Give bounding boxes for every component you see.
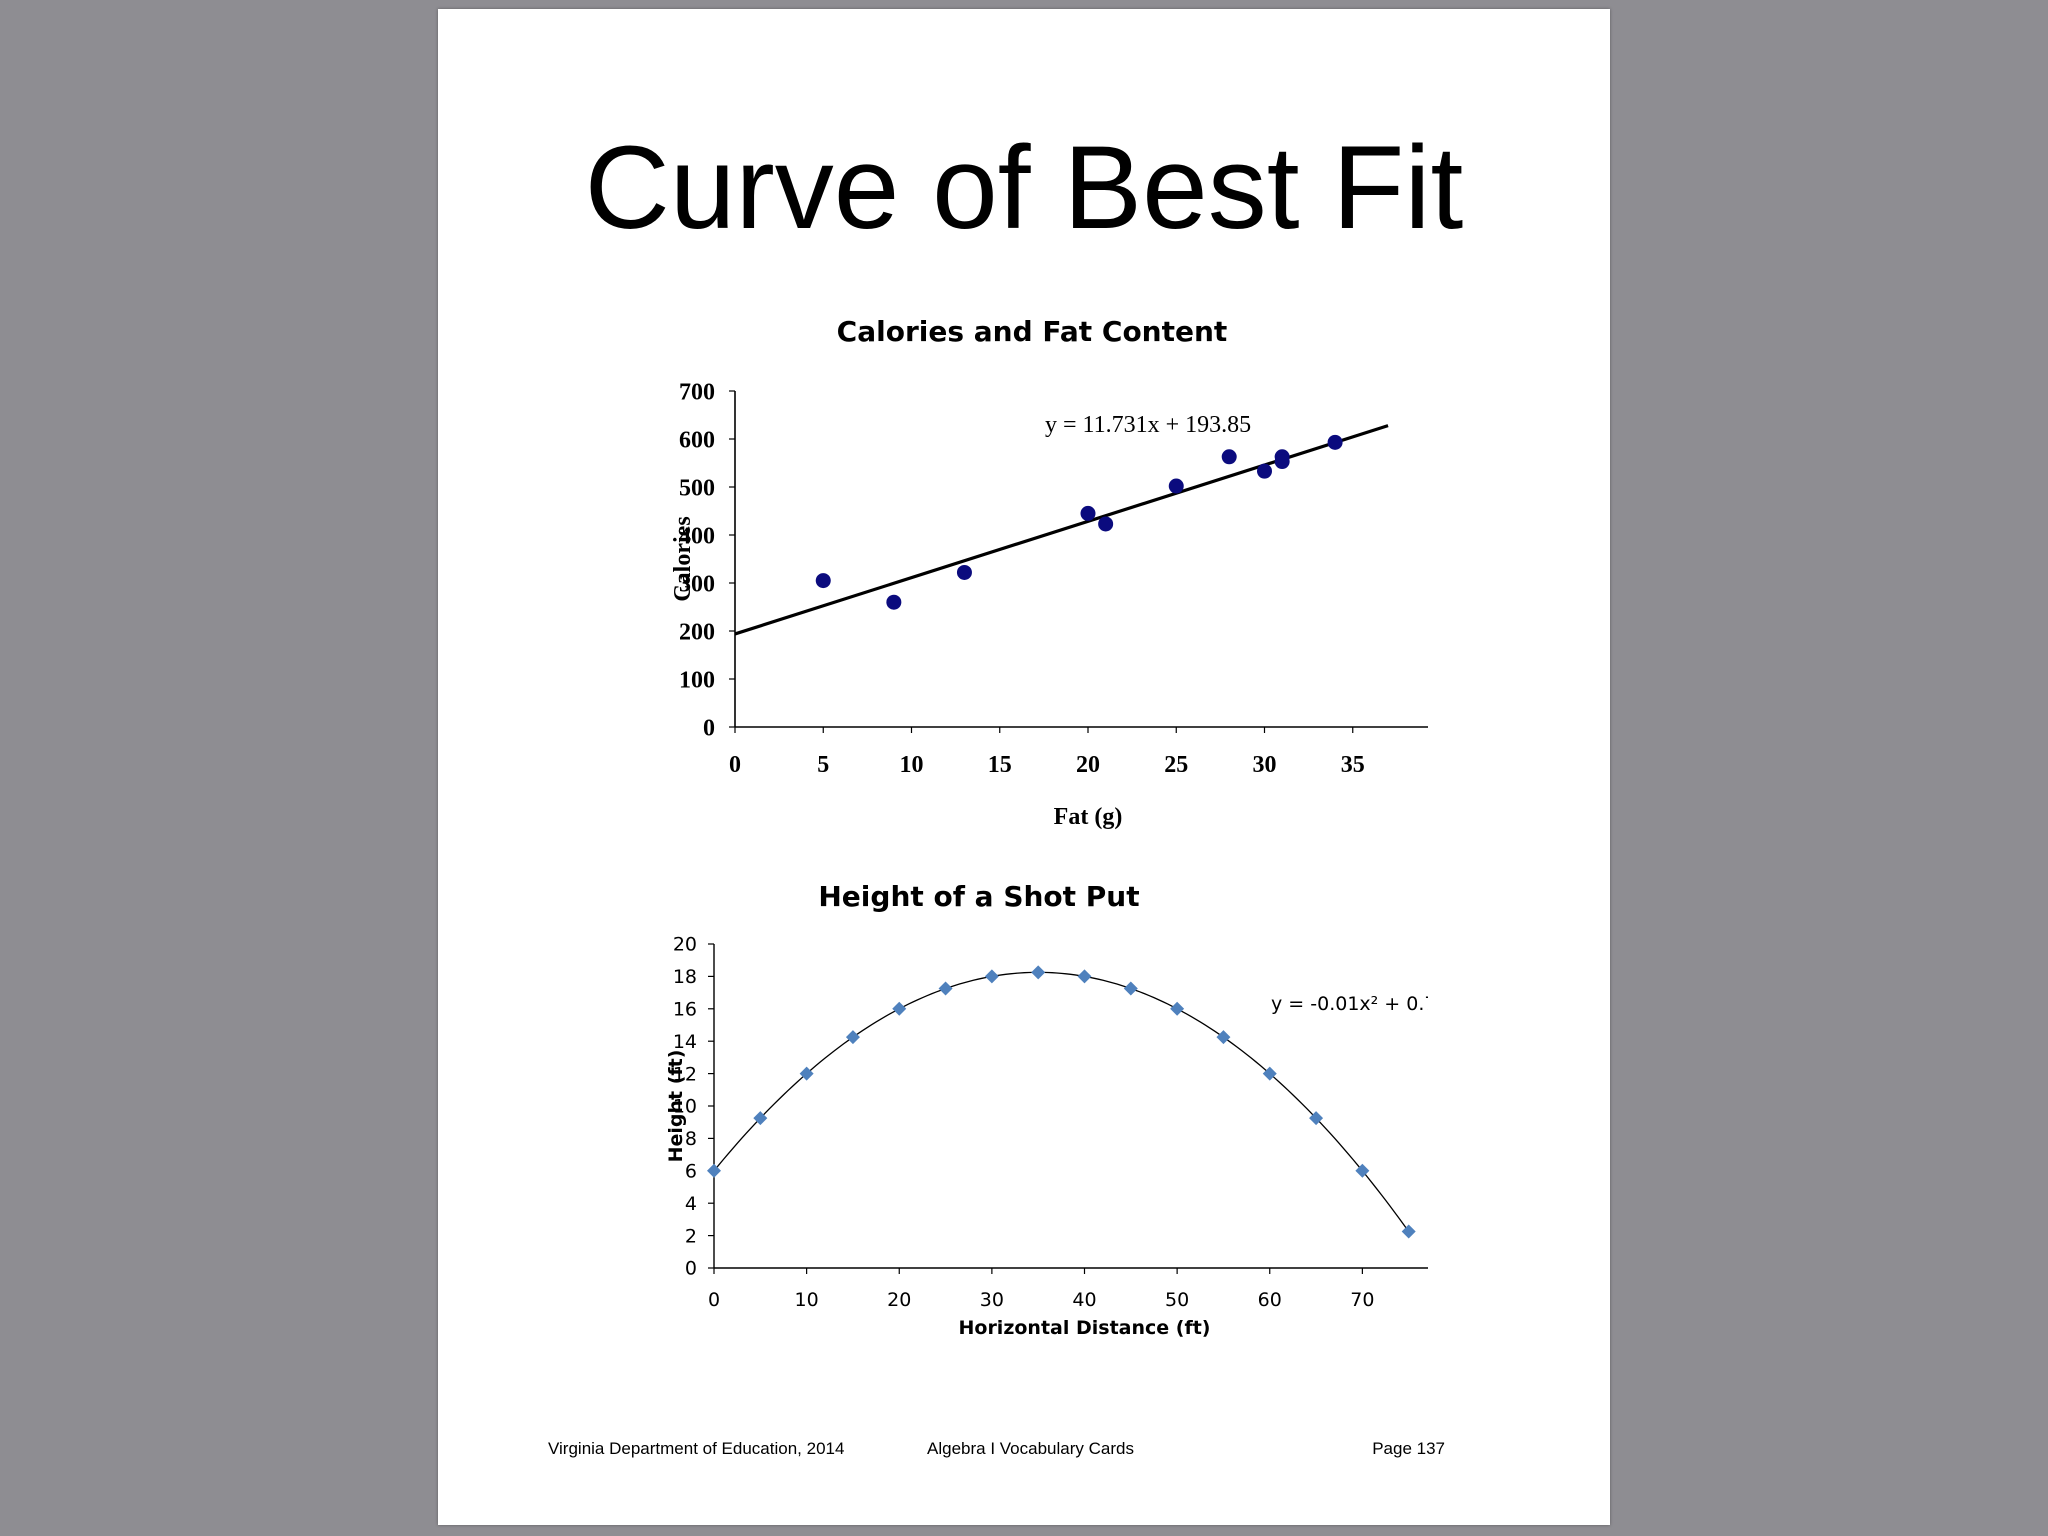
y-tick-label: 500: [679, 475, 715, 501]
y-tick-label: 18: [673, 966, 697, 988]
y-axis-label: Height (ft): [665, 1050, 687, 1163]
y-tick-label: 14: [673, 1031, 697, 1053]
data-point: [1031, 965, 1046, 980]
y-tick-label: 200: [679, 619, 715, 645]
x-tick-label: 10: [795, 1289, 819, 1311]
x-axis-label: Horizontal Distance (ft): [958, 1317, 1210, 1339]
page-title: Curve of Best Fit: [584, 122, 1464, 254]
chart-title: Calories and Fat Content: [837, 315, 1228, 348]
trendline-equation: y = -0.01x² + 0.7x + 6: [1271, 993, 1428, 1015]
y-tick-label: 600: [679, 427, 715, 453]
data-point: [753, 1111, 768, 1126]
y-tick-label: 400: [679, 523, 715, 549]
data-point: [1168, 478, 1184, 494]
y-tick-label: 16: [673, 998, 697, 1020]
y-tick-label: 0: [703, 715, 715, 741]
data-point: [1274, 454, 1290, 470]
x-tick-label: 0: [729, 752, 741, 778]
data-point: [845, 1030, 860, 1045]
y-tick-label: 300: [679, 571, 715, 597]
data-point: [1123, 981, 1138, 996]
x-tick-label: 25: [1164, 752, 1188, 778]
data-point: [1080, 505, 1096, 521]
shot-put-chart: Height of a Shot Put 0 2 4 6 8 10 12 14 16 18 20 0 10…: [665, 880, 1428, 1339]
data-point: [1216, 1030, 1231, 1045]
x-tick-label: 0: [708, 1289, 720, 1311]
x-tick-label: 20: [887, 1289, 911, 1311]
data-point: [1327, 434, 1343, 450]
y-tick-label: 100: [679, 667, 715, 693]
data-point: [799, 1066, 814, 1081]
y-tick-label: 20: [673, 934, 697, 956]
data-point: [1098, 516, 1114, 532]
x-tick-label: 30: [1253, 752, 1277, 778]
y-tick-label: 6: [685, 1160, 697, 1182]
footer-page-number: Page 137: [1372, 1439, 1445, 1458]
x-tick-label: 40: [1072, 1289, 1096, 1311]
data-point: [892, 1001, 907, 1016]
y-tick-label: 10: [673, 1096, 697, 1118]
footer-source: Virginia Department of Education, 2014: [548, 1439, 845, 1458]
y-tick-label: 700: [679, 379, 715, 405]
data-point: [1355, 1163, 1370, 1178]
data-point: [707, 1163, 721, 1178]
y-tick-label: 0: [685, 1258, 697, 1280]
calories-fat-chart: Calories and Fat Content0100200300400500…: [670, 315, 1428, 830]
trendline: [734, 424, 1389, 636]
x-tick-label: 60: [1258, 1289, 1282, 1311]
x-tick-label: 15: [988, 752, 1012, 778]
data-point: [938, 981, 953, 996]
data-point: [1262, 1066, 1277, 1081]
data-point: [815, 573, 831, 589]
footer-title: Algebra I Vocabulary Cards: [927, 1439, 1134, 1458]
x-tick-label: 20: [1076, 752, 1100, 778]
data-point: [1077, 969, 1092, 984]
data-point: [1221, 449, 1237, 465]
x-tick-label: 10: [900, 752, 924, 778]
x-tick-label: 35: [1341, 752, 1365, 778]
data-point: [984, 969, 999, 984]
x-tick-label: 30: [980, 1289, 1004, 1311]
y-tick-label: 4: [685, 1193, 697, 1215]
x-tick-label: 50: [1165, 1289, 1189, 1311]
x-axis-label: Fat (g): [1054, 804, 1123, 830]
y-tick-label: 12: [673, 1063, 697, 1085]
data-point: [956, 564, 972, 580]
x-tick-label: 70: [1350, 1289, 1374, 1311]
y-tick-label: 2: [685, 1225, 697, 1247]
trendline-equation: y = 11.731x + 193.85: [1045, 412, 1251, 438]
data-point: [886, 594, 902, 610]
document-page: Curve of Best Fit Calories and Fat Conte…: [438, 9, 1610, 1525]
data-point: [1170, 1001, 1185, 1016]
y-axis-label: Calories: [670, 516, 696, 601]
trendline: [713, 971, 1410, 1232]
y-tick-label: 8: [685, 1128, 697, 1150]
data-point: [1257, 463, 1272, 479]
chart-title: Height of a Shot Put: [818, 880, 1139, 913]
data-point: [1309, 1111, 1324, 1126]
data-point: [1401, 1224, 1416, 1239]
x-tick-label: 5: [817, 752, 829, 778]
